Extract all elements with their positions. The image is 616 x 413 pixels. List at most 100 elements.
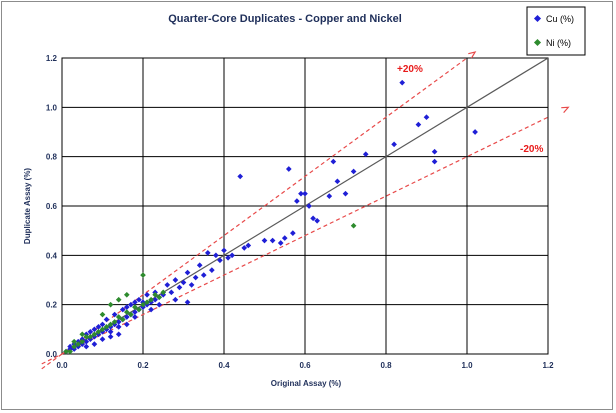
data-point-cu	[83, 338, 90, 345]
data-point-cu	[172, 296, 179, 303]
data-point-cu	[119, 306, 126, 313]
legend-label-ni: Ni (%)	[546, 38, 571, 48]
data-point-ni	[156, 294, 163, 301]
chart-title: Quarter-Core Duplicates - Copper and Nic…	[168, 13, 402, 25]
data-point-ni	[83, 333, 90, 340]
data-point-ni	[99, 326, 106, 333]
data-point-ni	[160, 289, 167, 296]
data-point-cu	[136, 296, 142, 303]
data-point-cu	[314, 217, 320, 224]
data-point-cu	[107, 328, 114, 335]
data-point-ni	[123, 309, 130, 315]
data-point-ni	[148, 296, 154, 303]
data-point-cu	[350, 168, 357, 175]
data-point-cu	[132, 299, 138, 306]
data-point-ni	[79, 338, 86, 345]
data-point-cu	[269, 237, 276, 244]
data-point-ni	[144, 299, 150, 306]
y-tick-label: 0.8	[46, 153, 58, 162]
y-tick-label: 0.4	[46, 251, 58, 260]
data-point-ni	[123, 291, 130, 298]
data-point-cu	[310, 215, 316, 222]
data-point-cu	[431, 148, 438, 155]
data-point-cu	[83, 343, 90, 350]
data-point-cu	[306, 203, 312, 209]
legend-box	[526, 6, 586, 56]
y-tick-label: 0.6	[46, 202, 58, 211]
data-point-ni	[79, 331, 86, 338]
data-point-ni	[132, 304, 138, 310]
data-point-ni	[119, 316, 126, 323]
data-point-ni	[128, 311, 134, 318]
data-point-cu	[204, 250, 211, 256]
data-point-cu	[334, 178, 341, 185]
data-point-cu	[184, 299, 191, 306]
data-point-cu	[128, 301, 134, 308]
data-point-cu	[172, 277, 179, 283]
data-point-cu	[192, 274, 199, 281]
legend-marker-cu	[533, 14, 542, 23]
data-points	[41, 51, 570, 370]
y-tick-label: 0.2	[46, 301, 58, 310]
tick-labels: 0.0 0.2 0.4 0.6 0.8 1.0 1.2 0.0 0.2 0.4 0.6 0.8 1.0 1…	[46, 54, 554, 370]
data-point-ni	[140, 272, 146, 278]
data-point-cu	[285, 166, 292, 172]
x-tick-label: 1.2	[542, 361, 554, 370]
data-point-cu	[123, 314, 130, 320]
data-point-cu	[196, 262, 203, 269]
x-tick-label: 0.6	[299, 361, 311, 370]
data-point-cu	[111, 311, 118, 318]
data-point-cu	[330, 158, 337, 165]
data-point-cu	[472, 129, 478, 135]
data-point-ni	[75, 341, 82, 347]
data-point-cu	[99, 321, 106, 328]
data-point-cu	[87, 328, 94, 335]
x-axis-title: Original Assay (%)	[271, 379, 342, 388]
data-point-ni	[91, 331, 98, 338]
data-point-cu	[342, 190, 349, 197]
data-point-cu	[188, 282, 195, 288]
reference-line-extension	[41, 349, 71, 365]
data-point-cu	[168, 289, 175, 296]
data-point-cu	[281, 235, 288, 241]
data-point-cu	[209, 267, 215, 273]
data-point-cu	[132, 314, 138, 320]
x-tick-label: 1.0	[461, 361, 473, 370]
data-point-cu	[391, 141, 397, 148]
y-tick-label: 1.0	[46, 103, 58, 112]
data-point-cu	[245, 242, 252, 249]
data-point-cu	[115, 324, 122, 330]
minus-20-label: -20%	[520, 144, 543, 155]
legend-marker-ni	[533, 38, 542, 47]
data-point-ni	[115, 314, 122, 320]
x-tick-label: 0.2	[137, 361, 149, 370]
x-tick-label: 0.8	[380, 361, 392, 370]
x-tick-label: 0.4	[218, 361, 230, 370]
data-point-cu	[217, 257, 223, 264]
data-point-cu	[99, 336, 106, 343]
data-point-cu	[91, 326, 98, 333]
data-point-ni	[63, 348, 69, 355]
data-point-cu	[103, 316, 110, 323]
data-point-cu	[123, 321, 130, 328]
y-axis-title: Duplicate Assay (%)	[23, 168, 32, 245]
data-point-ni	[95, 328, 102, 335]
data-point-cu	[213, 252, 219, 259]
y-tick-label: 0.0	[46, 350, 58, 359]
data-point-cu	[415, 121, 422, 128]
data-point-ni	[67, 348, 73, 355]
data-point-cu	[115, 319, 122, 325]
arrowhead	[561, 106, 570, 114]
data-point-cu	[144, 291, 150, 298]
legend-label-cu: Cu (%)	[546, 14, 574, 24]
data-point-cu	[132, 309, 138, 315]
data-point-cu	[107, 333, 114, 340]
data-point-cu	[184, 269, 191, 276]
data-point-cu	[362, 151, 369, 158]
data-point-cu	[156, 301, 163, 308]
data-point-cu	[152, 296, 158, 303]
data-point-ni	[103, 324, 110, 330]
data-point-ni	[115, 296, 122, 303]
data-point-cu	[294, 198, 300, 204]
